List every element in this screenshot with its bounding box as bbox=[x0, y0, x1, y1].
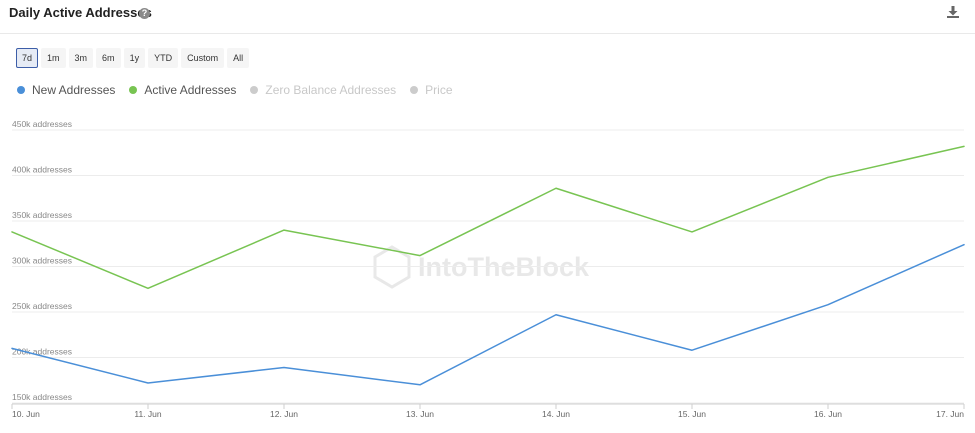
y-tick-label: 300k addresses bbox=[12, 256, 72, 266]
x-tick-label: 12. Jun bbox=[270, 409, 298, 419]
y-tick-label: 450k addresses bbox=[12, 119, 72, 129]
x-tick-label: 15. Jun bbox=[678, 409, 706, 419]
range-button-1y[interactable]: 1y bbox=[123, 48, 146, 68]
chart-header: Daily Active Addresses ? bbox=[0, 0, 975, 34]
x-tick-label: 10. Jun bbox=[12, 409, 40, 419]
legend-label: Price bbox=[425, 83, 453, 97]
range-button-ytd[interactable]: YTD bbox=[148, 48, 179, 68]
range-selector: 7d 1m 3m 6m 1y YTD Custom All bbox=[16, 48, 250, 68]
x-tick-label: 13. Jun bbox=[406, 409, 434, 419]
chart-title: Daily Active Addresses bbox=[9, 5, 152, 20]
legend-item-new-addresses[interactable]: New Addresses bbox=[17, 83, 115, 97]
range-button-6m[interactable]: 6m bbox=[96, 48, 121, 68]
y-tick-label: 250k addresses bbox=[12, 301, 72, 311]
question-circle-icon[interactable]: ? bbox=[139, 8, 150, 19]
download-icon[interactable] bbox=[946, 5, 960, 19]
series-line-new-addresses bbox=[11, 243, 965, 386]
watermark-logo-icon bbox=[373, 245, 411, 289]
range-button-1m[interactable]: 1m bbox=[41, 48, 66, 68]
legend-label: Zero Balance Addresses bbox=[265, 83, 397, 97]
range-button-3m[interactable]: 3m bbox=[68, 48, 94, 68]
legend-label: New Addresses bbox=[32, 83, 116, 97]
legend-item-zero-balance-addresses[interactable]: Zero Balance Addresses bbox=[250, 83, 396, 97]
range-button-custom[interactable]: Custom bbox=[181, 48, 225, 68]
chart-legend: New Addresses Active Addresses Zero Balanc… bbox=[17, 83, 453, 97]
legend-item-active-addresses[interactable]: Active Addresses bbox=[129, 83, 236, 97]
y-tick-label: 200k addresses bbox=[12, 347, 72, 357]
legend-dot bbox=[410, 86, 419, 94]
y-tick-label: 400k addresses bbox=[12, 165, 72, 175]
legend-dot bbox=[17, 86, 25, 94]
x-tick-label: 16. Jun bbox=[814, 409, 842, 419]
x-tick-label: 17. Jun bbox=[936, 409, 964, 419]
x-tick-label: 11. Jun bbox=[134, 409, 162, 419]
legend-dot bbox=[129, 86, 138, 94]
legend-label: Active Addresses bbox=[144, 83, 237, 97]
y-tick-label: 150k addresses bbox=[12, 392, 72, 402]
range-button-all[interactable]: All bbox=[227, 48, 250, 68]
series-line-active-addresses bbox=[11, 145, 965, 290]
legend-dot bbox=[250, 86, 259, 94]
legend-item-price[interactable]: Price bbox=[410, 83, 453, 97]
range-button-7d[interactable]: 7d bbox=[16, 48, 39, 68]
y-tick-label: 350k addresses bbox=[12, 210, 72, 220]
x-tick-label: 14. Jun bbox=[542, 409, 570, 419]
